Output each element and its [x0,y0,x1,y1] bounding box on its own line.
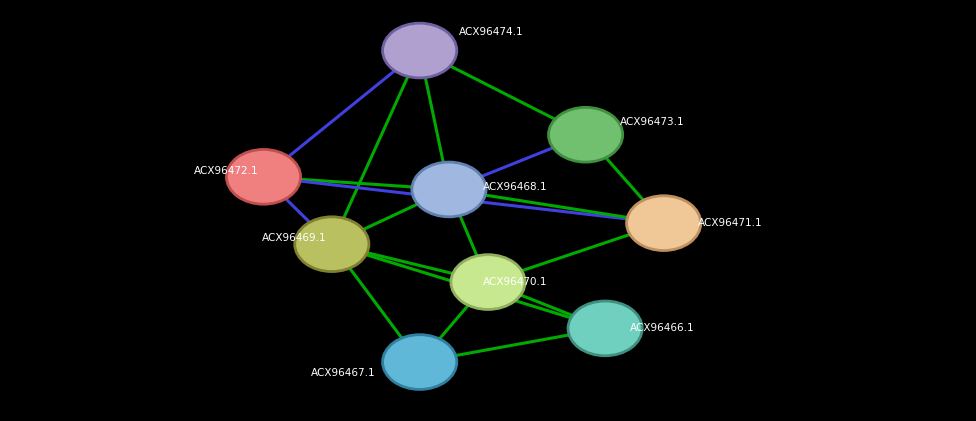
Ellipse shape [549,107,623,162]
Text: ACX96468.1: ACX96468.1 [483,182,548,192]
Ellipse shape [627,196,701,250]
Text: ACX96467.1: ACX96467.1 [311,368,376,378]
Ellipse shape [383,23,457,78]
Ellipse shape [412,162,486,217]
Text: ACX96471.1: ACX96471.1 [698,218,762,228]
Ellipse shape [451,255,525,309]
Text: ACX96473.1: ACX96473.1 [620,117,684,127]
Text: ACX96474.1: ACX96474.1 [459,27,523,37]
Ellipse shape [226,149,301,204]
Ellipse shape [383,335,457,389]
Text: ACX96470.1: ACX96470.1 [483,277,548,287]
Text: ACX96472.1: ACX96472.1 [194,165,259,176]
Ellipse shape [568,301,642,356]
Text: ACX96466.1: ACX96466.1 [630,323,694,333]
Ellipse shape [295,217,369,272]
Text: ACX96469.1: ACX96469.1 [263,233,327,243]
